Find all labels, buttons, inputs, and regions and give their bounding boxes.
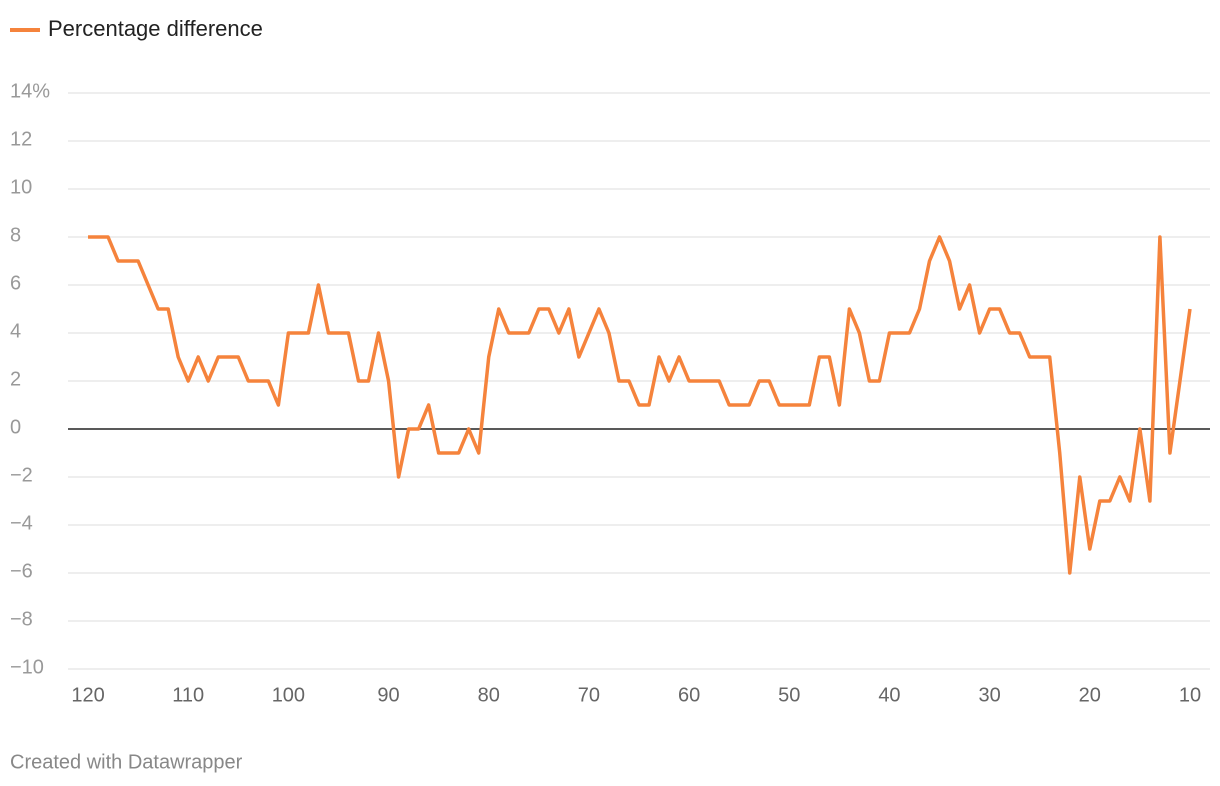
y-tick-label: 14% — [10, 80, 50, 102]
x-tick-label: 70 — [578, 684, 600, 706]
y-tick-label: −8 — [10, 608, 33, 630]
x-tick-label: 60 — [678, 684, 700, 706]
x-tick-label: 30 — [978, 684, 1000, 706]
x-tick-label: 100 — [272, 684, 305, 706]
y-tick-label: 0 — [10, 416, 21, 438]
y-tick-label: −10 — [10, 656, 44, 678]
y-tick-label: 12 — [10, 128, 32, 150]
y-tick-label: −4 — [10, 512, 33, 534]
x-tick-label: 80 — [478, 684, 500, 706]
x-tick-label: 10 — [1179, 684, 1201, 706]
legend-label: Percentage difference — [48, 16, 263, 41]
footer: Created with Datawrapper — [10, 751, 243, 773]
x-tick-label: 50 — [778, 684, 800, 706]
x-tick-label: 90 — [377, 684, 399, 706]
x-tick-label: 40 — [878, 684, 900, 706]
y-tick-label: 2 — [10, 368, 21, 390]
y-tick-label: −6 — [10, 560, 33, 582]
y-tick-label: −2 — [10, 464, 33, 486]
x-tick-label: 20 — [1079, 684, 1101, 706]
x-tick-label: 110 — [172, 684, 204, 706]
y-tick-label: 8 — [10, 224, 21, 246]
data-line — [88, 235, 1192, 575]
y-tick-label: 6 — [10, 272, 21, 294]
y-tick-label: 4 — [10, 320, 21, 342]
x-tick-label: 120 — [71, 684, 104, 706]
y-tick-label: 10 — [10, 176, 32, 198]
